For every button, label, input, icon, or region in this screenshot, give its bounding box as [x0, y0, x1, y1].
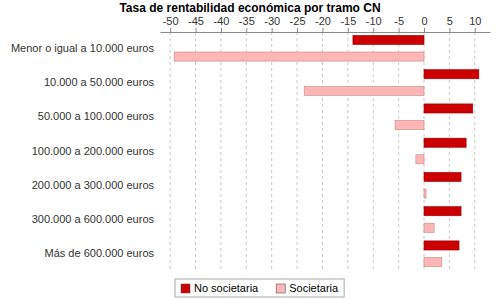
x-tick: 5: [447, 15, 453, 32]
y-tick: Menor o igual a 10.000 euros: [11, 42, 160, 54]
bar: [424, 138, 466, 147]
legend-item: Societaria: [276, 282, 339, 294]
y-tick-label: 10.000 a 50.000 euros: [44, 76, 155, 88]
grid-line: [271, 32, 272, 270]
x-tick: -25: [290, 15, 306, 32]
x-tick: -5: [394, 15, 404, 32]
x-tick-label: -10: [366, 15, 382, 27]
x-tick-mark: [348, 28, 349, 32]
x-tick-mark: [399, 28, 400, 32]
x-tick-mark: [373, 28, 374, 32]
x-tick-label: -50: [163, 15, 179, 27]
grid-line: [170, 32, 171, 270]
x-tick-label: -25: [290, 15, 306, 27]
bar: [353, 35, 424, 44]
grid-line: [398, 32, 399, 270]
y-tick: 50.000 a 100.000 euros: [38, 110, 160, 122]
x-tick-label: -20: [315, 15, 331, 27]
bar: [416, 155, 424, 164]
x-tick-mark: [221, 28, 222, 32]
legend-swatch: [276, 284, 285, 293]
bar: [424, 241, 459, 250]
bar: [174, 52, 424, 61]
title: Tasa de rentabilidad económica por tramo…: [119, 1, 380, 15]
grid-line: [322, 32, 323, 270]
grid-line: [297, 32, 298, 270]
bar: [304, 86, 424, 95]
grid-line: [246, 32, 247, 270]
legend-item: No societaria: [181, 282, 259, 294]
chart: Tasa de rentabilidad económica por tramo…: [0, 0, 500, 300]
x-tick-mark: [322, 28, 323, 32]
y-tick: 200.000 a 300.000 euros: [32, 179, 160, 191]
bar: [424, 70, 479, 79]
x-tick: -40: [213, 15, 229, 32]
y-tick-label: 300.000 a 600.000 euros: [32, 213, 155, 225]
x-tick: -15: [340, 15, 356, 32]
x-tick: -35: [239, 15, 255, 32]
y-tick-label: Menor o igual a 10.000 euros: [11, 42, 155, 54]
x-tick-label: 0: [421, 15, 427, 27]
grid-line: [195, 32, 196, 270]
x-tick-label: -45: [188, 15, 204, 27]
x-tick: 10: [469, 15, 481, 32]
bar: [424, 189, 426, 198]
x-tick: -30: [264, 15, 280, 32]
legend-label: Societaria: [289, 282, 339, 294]
grid: [170, 32, 475, 270]
bar: [424, 257, 442, 266]
x-tick: -45: [188, 15, 204, 32]
bars: [174, 35, 479, 266]
bar: [424, 172, 461, 181]
x-tick-mark: [297, 28, 298, 32]
x-tick: -50: [163, 15, 179, 32]
x-tick-mark: [424, 28, 425, 32]
grid-line: [449, 32, 450, 270]
x-tick-label: -15: [340, 15, 356, 27]
x-tick: 0: [421, 15, 427, 32]
x-axis-line: [161, 32, 491, 33]
legend-swatch: [181, 284, 190, 293]
bar: [395, 120, 424, 129]
grid-line: [424, 32, 425, 270]
y-tick: 10.000 a 50.000 euros: [44, 76, 160, 88]
bar: [424, 223, 434, 232]
x-tick: -20: [315, 15, 331, 32]
x-tick-label: -35: [239, 15, 255, 27]
x-tick-mark: [170, 28, 171, 32]
y-tick-label: 50.000 a 100.000 euros: [38, 110, 155, 122]
y-tick-label: 100.000 a 200.000 euros: [32, 145, 155, 157]
x-axis: -50-45-40-35-30-25-20-15-10-50510: [161, 15, 491, 33]
x-tick-mark: [272, 28, 273, 32]
legend-label: No societaria: [194, 282, 259, 294]
x-tick-label: 10: [469, 15, 481, 27]
grid-line: [347, 32, 348, 270]
x-tick-label: -5: [394, 15, 404, 27]
y-tick-label: 200.000 a 300.000 euros: [32, 179, 155, 191]
x-tick-label: 5: [447, 15, 453, 27]
bar: [424, 104, 473, 113]
legend: No societaria Societaria: [175, 279, 344, 297]
bar: [424, 207, 461, 216]
y-tick-label: Más de 600.000 euros: [45, 247, 155, 259]
legend-box: [175, 279, 344, 297]
x-tick: -10: [366, 15, 382, 32]
x-tick-mark: [449, 28, 450, 32]
x-tick-label: -40: [213, 15, 229, 27]
y-tick: Más de 600.000 euros: [45, 247, 160, 259]
grid-line: [220, 32, 221, 270]
grid-line: [474, 32, 475, 270]
grid-line: [373, 32, 374, 270]
y-tick: 100.000 a 200.000 euros: [32, 145, 160, 157]
y-axis: Menor o igual a 10.000 euros 10.000 a 50.…: [11, 42, 160, 259]
plot: -50-45-40-35-30-25-20-15-10-50510Menor o…: [11, 15, 491, 270]
y-tick: 300.000 a 600.000 euros: [32, 213, 160, 225]
x-tick-label: -30: [264, 15, 280, 27]
x-tick-mark: [475, 28, 476, 32]
x-tick-mark: [246, 28, 247, 32]
x-tick-mark: [196, 28, 197, 32]
